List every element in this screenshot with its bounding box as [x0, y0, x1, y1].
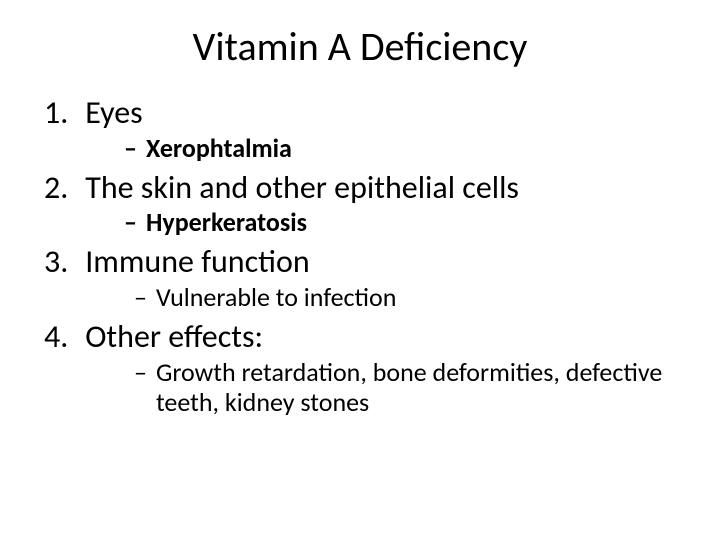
sub-item: Hyperkeratosis [124, 208, 690, 238]
list-item: The skin and other epithelial cells Hype… [30, 170, 690, 239]
sub-item: Xerophtalmia [124, 134, 690, 164]
list-item-label: Immune function [85, 242, 309, 281]
main-list: Eyes Xerophtalmia The skin and other epi… [30, 95, 690, 418]
list-item: Eyes Xerophtalmia [30, 95, 690, 164]
slide-title: Vitamin A Deficiency [30, 22, 690, 71]
sub-item: Growth retardation, bone deformities, de… [134, 358, 690, 418]
sub-item: Vulnerable to infection [134, 283, 690, 313]
list-item-label: Eyes [85, 93, 142, 132]
list-item: Immune function Vulnerable to infection [30, 244, 690, 313]
list-item-label: Other effects: [85, 317, 263, 356]
list-item-label: The skin and other epithelial cells [85, 168, 519, 207]
list-item: Other effects: Growth retardation, bone … [30, 319, 690, 418]
